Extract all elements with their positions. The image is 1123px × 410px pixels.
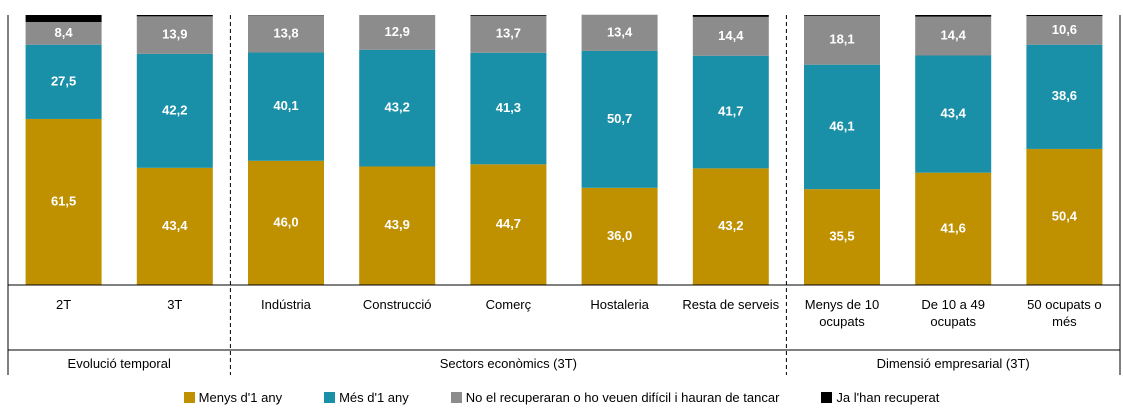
bar-segment — [915, 16, 992, 56]
legend-item: No el recuperaran o ho veuen difícil i h… — [450, 390, 780, 405]
x-tick-label: Indústria — [261, 297, 311, 312]
bar-segment — [1026, 148, 1103, 285]
legend-label: No el recuperaran o ho veuen difícil i h… — [465, 390, 780, 405]
value-label: 41,6 — [941, 220, 966, 235]
bar-segment — [804, 189, 880, 285]
value-label: 41,7 — [718, 104, 743, 119]
value-label: 40,1 — [273, 98, 298, 113]
bar-segment — [248, 52, 324, 161]
bar-segment — [804, 15, 880, 16]
bar-segment — [1026, 44, 1103, 149]
value-label: 27,5 — [51, 73, 76, 88]
legend-swatch — [450, 392, 462, 403]
value-label: 13,7 — [496, 26, 521, 41]
legend-label: Ja l'han recuperat — [836, 390, 940, 405]
group-label: Sectors econòmics (3T) — [439, 356, 578, 371]
bar-segment — [470, 15, 547, 16]
value-label: 14,4 — [718, 28, 744, 43]
bar-segment — [136, 53, 213, 168]
x-tick-label: Resta de serveis — [682, 297, 780, 312]
value-label: 12,9 — [385, 24, 410, 39]
bar-segment — [25, 15, 102, 23]
value-label: 36,0 — [607, 228, 632, 243]
legend-label: Menys d'1 any — [198, 390, 283, 405]
bar-segment — [470, 15, 547, 53]
value-label: 46,0 — [273, 214, 298, 229]
bar-segment — [359, 15, 436, 50]
value-label: 13,4 — [607, 24, 633, 39]
value-label: 50,4 — [1052, 208, 1078, 223]
value-label: 43,4 — [162, 218, 188, 233]
value-label: 46,1 — [829, 118, 854, 133]
group-label: Dimensió empresarial (3T) — [876, 356, 1030, 371]
value-label: 18,1 — [829, 32, 854, 47]
value-label: 8,4 — [55, 25, 74, 40]
x-tick-label: 3T — [167, 297, 183, 312]
group-label: Evolució temporal — [67, 356, 171, 371]
x-tick-label: Comerç — [485, 297, 532, 312]
legend-item: Menys d'1 any — [183, 390, 283, 405]
bar-segment — [581, 14, 658, 51]
bar-segment — [692, 16, 769, 56]
x-tick-label: De 10 a 49 ocupats — [921, 297, 985, 329]
bar-segment — [915, 55, 992, 173]
value-label: 50,7 — [607, 111, 632, 126]
legend-swatch — [821, 392, 833, 403]
bar-segment — [915, 172, 992, 285]
bar-segment — [804, 15, 880, 65]
value-label: 43,9 — [385, 217, 410, 232]
value-label: 38,6 — [1052, 88, 1077, 103]
x-tick-label: Hostaleria — [590, 297, 649, 312]
value-label: 14,4 — [941, 27, 967, 42]
value-label: 13,8 — [273, 25, 298, 40]
legend-swatch — [183, 392, 195, 403]
bar-segment — [692, 168, 769, 285]
bar-segment — [581, 187, 658, 285]
value-label: 35,5 — [829, 229, 854, 244]
legend-item: Més d'1 any — [324, 390, 409, 405]
bar-segment — [136, 16, 213, 54]
bar-segment — [470, 164, 547, 285]
value-label: 43,2 — [718, 218, 743, 233]
bar-segment — [25, 44, 102, 119]
bar-segment — [1026, 16, 1103, 45]
value-label: 43,4 — [941, 106, 967, 121]
bar-segment — [136, 167, 213, 285]
bar-segment — [25, 22, 102, 45]
bar-segment — [692, 55, 769, 169]
value-label: 13,9 — [162, 27, 187, 42]
bar-segment — [915, 15, 992, 17]
bar-segment — [581, 50, 658, 188]
value-label: 42,2 — [162, 102, 187, 117]
value-label: 61,5 — [51, 193, 76, 208]
value-label: 44,7 — [496, 216, 521, 231]
x-tick-label: Construcció — [362, 297, 432, 312]
value-label: 10,6 — [1052, 22, 1077, 37]
bar-segment — [136, 15, 213, 17]
x-tick-label: 50 ocupats o més — [1027, 297, 1102, 329]
bar-segment — [248, 160, 324, 285]
value-label: 41,3 — [496, 100, 521, 115]
bar-segment — [692, 15, 769, 17]
legend: Menys d'1 any Més d'1 any No el recuperara… — [0, 390, 1123, 405]
legend-item: Ja l'han recuperat — [821, 390, 939, 405]
bar-segment — [804, 64, 880, 190]
x-tick-label: Menys de 10 ocupats — [804, 297, 880, 329]
x-tick-label: 2T — [56, 297, 72, 312]
bar-segment — [1026, 15, 1103, 17]
legend-label: Més d'1 any — [339, 390, 409, 405]
bar-segment — [470, 52, 547, 165]
bar-segment — [359, 49, 436, 167]
bar-segment — [248, 15, 324, 53]
value-label: 43,2 — [385, 100, 410, 115]
bar-segment — [25, 118, 102, 285]
legend-swatch — [324, 392, 336, 403]
bar-segment — [359, 166, 436, 285]
